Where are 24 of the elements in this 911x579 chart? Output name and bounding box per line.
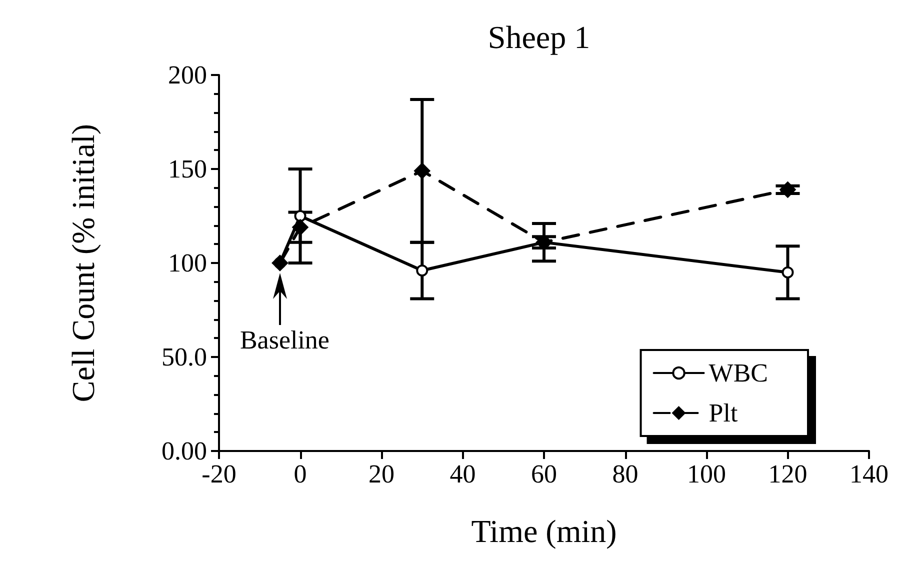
legend-label: Plt [708,398,738,428]
point [416,264,428,277]
y-tick-label: 50.0 [162,342,207,372]
y-tick-label: 150 [168,154,207,184]
y-tick-label: 100 [168,248,207,278]
point [414,162,430,179]
y-tick-label: 200 [168,60,207,90]
x-axis-title: Time (min) [471,513,617,549]
x-tick-label: 20 [368,460,394,488]
x-tick-label: 80 [612,460,638,488]
point [292,219,308,236]
x-tick-label: 40 [450,460,476,488]
point [294,210,306,222]
chart-title: Sheep 1 [488,19,590,55]
point [780,182,796,198]
y-axis-title: Cell Count (% initial) [65,124,101,402]
annotation: Baseline [240,326,330,354]
x-tick-label: 140 [850,460,888,488]
x-tick-label: 0 [294,460,307,488]
point [782,266,794,278]
x-tick-label: 100 [687,460,726,488]
legend-label: WBC [708,358,768,388]
x-tick-label: 60 [531,460,557,488]
x-tick-label: 120 [768,460,808,488]
